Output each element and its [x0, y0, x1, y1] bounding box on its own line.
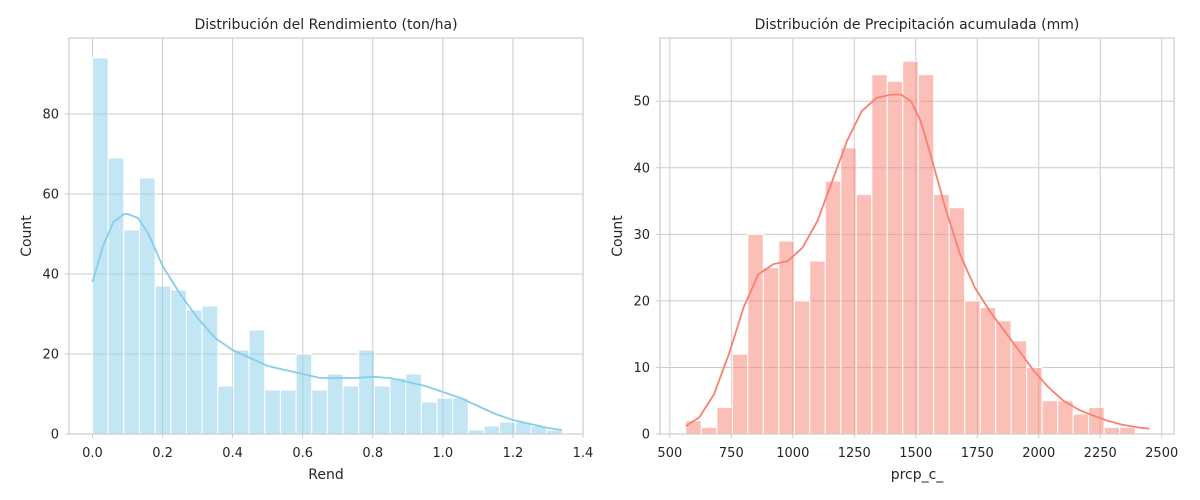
kde-line	[91, 213, 563, 431]
histogram-bar	[185, 309, 203, 435]
histogram-bar	[420, 401, 438, 435]
histogram-bar	[716, 406, 733, 435]
histogram-bar	[248, 329, 266, 435]
chart-title: Distribución del Rendimiento (ton/ha)	[194, 17, 457, 33]
histogram-bar	[91, 57, 109, 435]
histogram-bar	[389, 377, 407, 435]
x-tick-label: 1750	[961, 446, 994, 461]
y-tick-label: 20	[42, 348, 59, 363]
y-tick-label: 50	[633, 95, 650, 110]
histogram-bar	[107, 157, 125, 435]
histogram-bar	[217, 385, 234, 435]
histogram-bar	[809, 260, 826, 435]
histogram-bar	[886, 80, 904, 435]
histogram-bar	[793, 300, 811, 435]
x-tick-label: 750	[719, 446, 744, 461]
histogram-bar	[824, 180, 842, 435]
x-tick-label: 0.4	[222, 446, 243, 461]
histogram-bar	[123, 229, 140, 435]
chart-rendimiento: 0.0 0.2 0.4 0.6 0.8 1.0 1.2 1.4 0 20 40 60 80 Distrib…	[19, 17, 593, 483]
x-tick-label: 0.6	[292, 446, 313, 461]
y-tick-label: 0	[642, 428, 650, 443]
histogram-bar	[685, 420, 702, 435]
histogram-bar	[762, 267, 780, 435]
histogram-bar	[1072, 413, 1090, 435]
histogram-bar	[964, 300, 981, 435]
histogram-bar	[138, 177, 156, 435]
histogram-bar	[311, 389, 328, 435]
histogram-bar	[871, 74, 888, 435]
x-tick-label: 2250	[1084, 446, 1117, 461]
histogram-bar	[154, 285, 172, 435]
histogram-bar	[342, 385, 360, 435]
histogram-bar	[452, 397, 469, 435]
chart-precipitacion: 500 750 1000 1250 1500 1750 2000 2250 2500 0 10 20 3…	[610, 17, 1178, 483]
histogram-bar	[436, 397, 454, 435]
histogram-bar	[1088, 406, 1105, 435]
histogram-bar	[326, 373, 344, 435]
histogram-bar	[933, 193, 950, 435]
histogram-bar	[1119, 426, 1136, 435]
x-tick-label: 0.2	[152, 446, 173, 461]
kde-line	[685, 93, 1150, 430]
histogram-bar	[264, 389, 281, 435]
histogram-bar	[373, 385, 391, 435]
histogram-bar	[295, 353, 313, 435]
x-axis-label: Rend	[308, 467, 343, 483]
histogram-bar	[170, 289, 187, 435]
plot-frame	[659, 37, 1175, 435]
x-tick-label: 1.2	[503, 446, 524, 461]
x-tick-label: 500	[657, 446, 682, 461]
x-tick-label: 1.4	[573, 446, 594, 461]
y-tick-label: 10	[633, 361, 650, 376]
chart-title: Distribución de Precipitación acumulada …	[755, 17, 1080, 33]
histogram-bar	[840, 147, 857, 435]
y-tick-label: 80	[42, 108, 59, 123]
histogram-bar	[731, 353, 749, 435]
histogram-bar	[778, 240, 795, 435]
plot-frame	[68, 37, 584, 435]
x-tick-label: 0.8	[362, 446, 383, 461]
histogram-bar	[1041, 400, 1059, 435]
y-tick-label: 40	[633, 161, 650, 176]
histogram-bar	[747, 233, 764, 435]
histogram-bar	[499, 421, 516, 435]
histogram-bar	[1010, 340, 1028, 435]
y-axis-label: Count	[19, 215, 35, 257]
y-tick-label: 40	[42, 268, 59, 283]
x-tick-label: 1500	[899, 446, 932, 461]
histogram-bar	[902, 60, 919, 435]
x-tick-label: 2000	[1022, 446, 1055, 461]
x-tick-label: 1.0	[433, 446, 454, 461]
y-tick-label: 20	[633, 294, 650, 309]
x-tick-label: 1000	[776, 446, 809, 461]
histogram-bar	[917, 74, 935, 435]
y-tick-label: 60	[42, 188, 59, 203]
histogram-bar	[700, 426, 718, 435]
y-tick-label: 30	[633, 228, 650, 243]
histogram-bar	[855, 193, 873, 435]
x-tick-label: 0.0	[82, 446, 103, 461]
histogram-bar	[279, 389, 297, 435]
histogram-bar	[232, 349, 250, 435]
x-tick-label: 2500	[1145, 446, 1178, 461]
histogram-bar	[483, 425, 501, 435]
histogram-bar	[1103, 426, 1121, 435]
histogram-bar	[948, 207, 966, 435]
histogram-bar	[358, 349, 375, 435]
x-axis-label: prcp_c_	[891, 467, 945, 483]
y-axis-label: Count	[610, 215, 626, 257]
x-tick-label: 1250	[838, 446, 871, 461]
histogram-bar	[979, 307, 997, 435]
y-tick-label: 0	[51, 428, 59, 443]
